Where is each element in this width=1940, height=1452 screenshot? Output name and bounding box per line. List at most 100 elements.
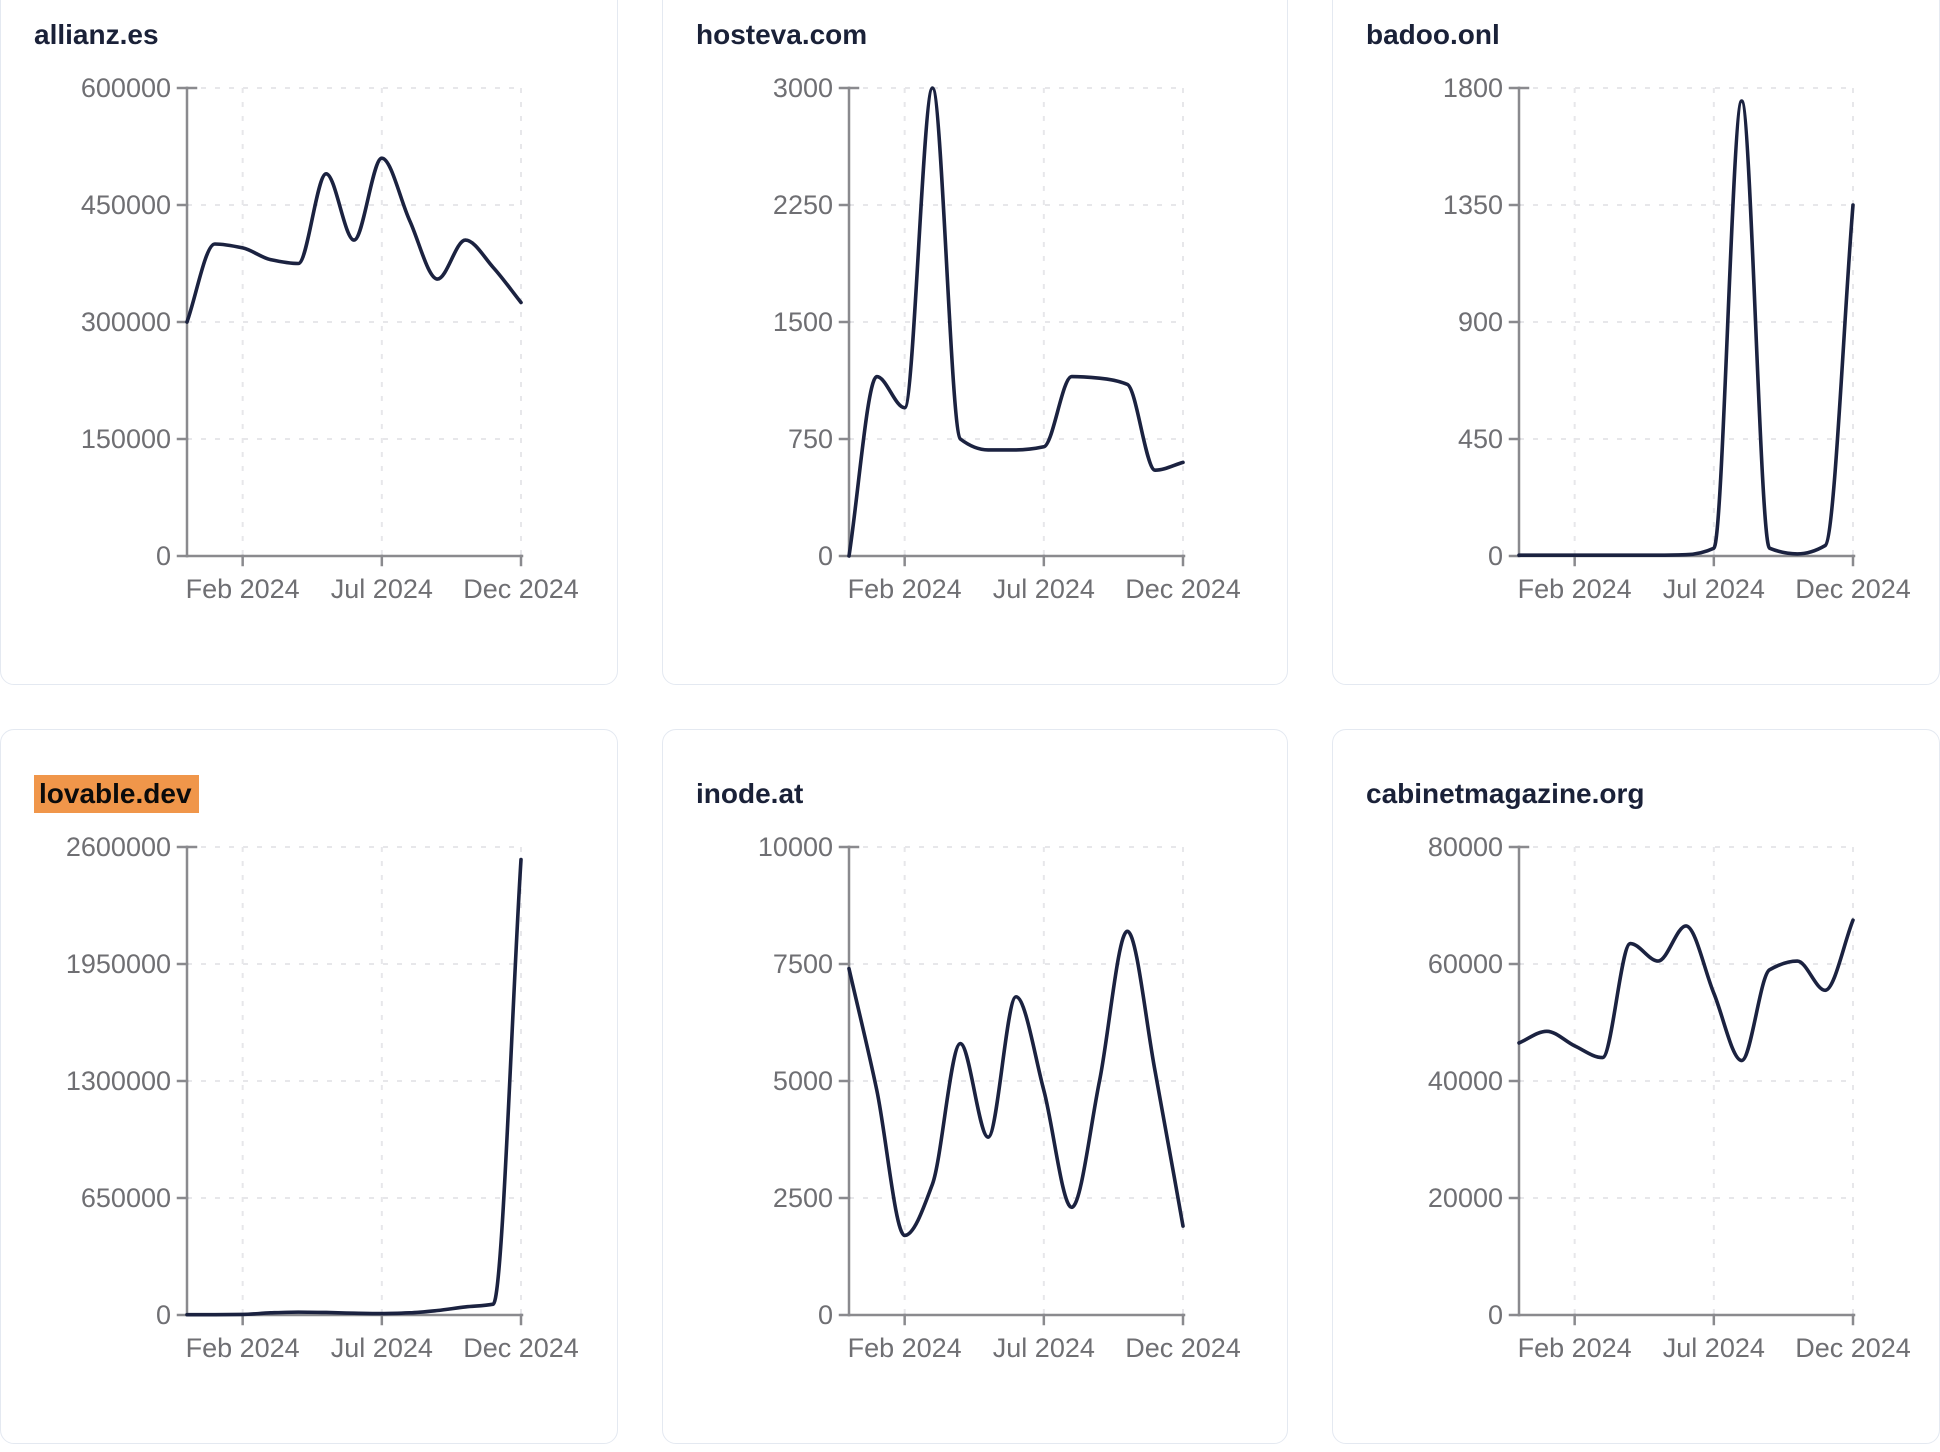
- line-chart: 80000 60000 40000 20000 0 Feb 2024 Jul 2024 Dec…: [1428, 832, 1911, 1363]
- x-tick-label: Feb 2024: [848, 1333, 962, 1363]
- line-chart: 2600000 1950000 1300000 650000 0 Feb 2024 Jul …: [66, 832, 579, 1363]
- y-tick-label: 300000: [81, 307, 171, 337]
- y-tick-label: 2600000: [66, 832, 171, 862]
- y-axis: [1508, 86, 1530, 558]
- series-line: [1517, 99, 1855, 558]
- axes: [838, 845, 1186, 1326]
- chart-card: allianz.es 600000 450000 300000 150000 0 Feb …: [0, 0, 618, 685]
- y-tick-label: 450000: [81, 190, 171, 220]
- series-line: [847, 86, 1185, 558]
- x-tick-label: Jul 2024: [331, 574, 433, 604]
- y-tick-label: 900: [1458, 307, 1503, 337]
- series-line: [1517, 918, 1855, 1063]
- x-tick-label: Feb 2024: [1518, 574, 1632, 604]
- x-axis: [185, 554, 524, 567]
- series-line: [185, 156, 523, 324]
- chart-title: cabinetmagazine.org: [1366, 776, 1939, 811]
- chart-title: allianz.es: [34, 17, 617, 52]
- chart-title-text: allianz.es: [34, 19, 159, 50]
- y-axis: [838, 86, 860, 558]
- x-tick-label: Jul 2024: [1663, 1333, 1765, 1363]
- x-tick-label: Feb 2024: [186, 574, 300, 604]
- x-tick-label: Dec 2024: [1125, 1333, 1241, 1363]
- y-tick-label: 60000: [1428, 949, 1503, 979]
- search-highlight: lovable.dev: [34, 775, 199, 813]
- chart-card: inode.at 10000 7500 5000 2500 0 Feb 2024 Jul 2…: [662, 729, 1288, 1444]
- chart-title: inode.at: [696, 776, 1287, 811]
- y-tick-label: 5000: [773, 1066, 833, 1096]
- x-tick-label: Dec 2024: [1795, 574, 1911, 604]
- y-tick-label: 20000: [1428, 1183, 1503, 1213]
- x-axis: [1517, 554, 1856, 567]
- y-tick-label: 40000: [1428, 1066, 1503, 1096]
- y-axis: [1508, 845, 1530, 1317]
- chart-title-text: inode.at: [696, 778, 804, 809]
- line-chart: 10000 7500 5000 2500 0 Feb 2024 Jul 2024 Dec 20…: [758, 832, 1241, 1363]
- axes: [838, 86, 1186, 567]
- chart-card: hosteva.com 3000 2250 1500 750 0 Feb 2024 Jul …: [662, 0, 1288, 685]
- y-tick-label: 1350: [1443, 190, 1503, 220]
- y-tick-label: 0: [156, 541, 171, 571]
- y-axis: [838, 845, 860, 1317]
- chart-card: lovable.dev 2600000 1950000 1300000 650000 0…: [0, 729, 618, 1444]
- gridlines: [187, 846, 522, 1315]
- line-chart: 1800 1350 900 450 0 Feb 2024 Jul 2024 Dec 2024: [1443, 73, 1911, 604]
- chart-title: hosteva.com: [696, 17, 1287, 52]
- y-tick-label: 3000: [773, 73, 833, 103]
- y-tick-label: 10000: [758, 832, 833, 862]
- chart-title-text: hosteva.com: [696, 19, 868, 50]
- x-tick-label: Dec 2024: [463, 574, 579, 604]
- x-axis: [185, 1313, 524, 1326]
- gridlines: [1519, 87, 1854, 556]
- x-axis: [1517, 1313, 1856, 1326]
- x-tick-label: Jul 2024: [1663, 574, 1765, 604]
- y-tick-label: 0: [818, 1300, 833, 1330]
- x-tick-label: Feb 2024: [1518, 1333, 1632, 1363]
- y-tick-label: 1500: [773, 307, 833, 337]
- series-line: [847, 929, 1185, 1238]
- x-axis: [847, 1313, 1186, 1326]
- y-tick-label: 150000: [81, 424, 171, 454]
- y-axis: [176, 845, 198, 1317]
- y-tick-label: 0: [818, 541, 833, 571]
- line-chart: 3000 2250 1500 750 0 Feb 2024 Jul 2024 Dec 2024: [773, 73, 1241, 604]
- y-tick-label: 750: [788, 424, 833, 454]
- y-tick-label: 7500: [773, 949, 833, 979]
- series-line: [185, 857, 523, 1317]
- gridlines: [849, 87, 1184, 556]
- gridlines: [187, 87, 522, 556]
- x-tick-label: Jul 2024: [993, 574, 1095, 604]
- y-tick-label: 0: [1488, 1300, 1503, 1330]
- chart-title: badoo.onl: [1366, 17, 1939, 52]
- x-tick-label: Jul 2024: [993, 1333, 1095, 1363]
- chart-title-text: badoo.onl: [1366, 19, 1500, 50]
- gridlines: [1519, 846, 1854, 1315]
- line-chart: 600000 450000 300000 150000 0 Feb 2024 Jul 202…: [81, 73, 579, 604]
- chart-title-text: cabinetmagazine.org: [1366, 778, 1645, 809]
- axes: [1508, 845, 1856, 1326]
- x-axis: [847, 554, 1186, 567]
- y-tick-label: 80000: [1428, 832, 1503, 862]
- x-tick-label: Jul 2024: [331, 1333, 433, 1363]
- x-tick-label: Feb 2024: [848, 574, 962, 604]
- chart-title: lovable.dev: [34, 775, 617, 813]
- y-tick-label: 450: [1458, 424, 1503, 454]
- y-tick-label: 600000: [81, 73, 171, 103]
- x-tick-label: Dec 2024: [1125, 574, 1241, 604]
- y-tick-label: 1800: [1443, 73, 1503, 103]
- y-tick-label: 1300000: [66, 1066, 171, 1096]
- y-tick-label: 0: [156, 1300, 171, 1330]
- x-tick-label: Dec 2024: [1795, 1333, 1911, 1363]
- axes: [176, 86, 524, 567]
- chart-card: badoo.onl 1800 1350 900 450 0 Feb 2024 Jul 202…: [1332, 0, 1940, 685]
- gridlines: [849, 846, 1184, 1315]
- x-tick-label: Dec 2024: [463, 1333, 579, 1363]
- axes: [1508, 86, 1856, 567]
- x-tick-label: Feb 2024: [186, 1333, 300, 1363]
- y-tick-label: 2500: [773, 1183, 833, 1213]
- y-tick-label: 1950000: [66, 949, 171, 979]
- axes: [176, 845, 524, 1326]
- y-tick-label: 0: [1488, 541, 1503, 571]
- y-tick-label: 2250: [773, 190, 833, 220]
